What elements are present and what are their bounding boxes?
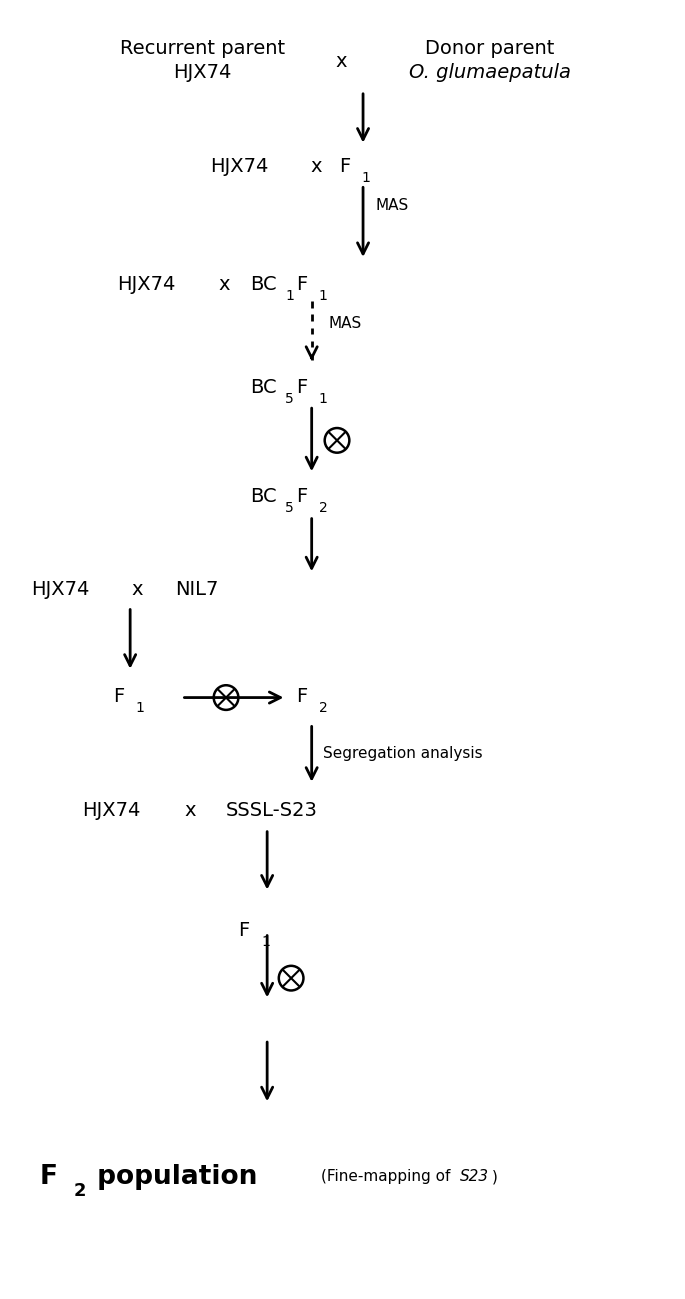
Text: (Fine-mapping of: (Fine-mapping of xyxy=(321,1169,455,1185)
Text: HJX74: HJX74 xyxy=(173,64,232,82)
Text: F: F xyxy=(296,275,307,294)
Text: O. glumaepatula: O. glumaepatula xyxy=(409,64,571,82)
Text: 1: 1 xyxy=(262,935,271,948)
Text: NIL7: NIL7 xyxy=(175,581,218,599)
Text: F: F xyxy=(238,921,249,939)
Text: x: x xyxy=(185,801,196,820)
Text: 2: 2 xyxy=(319,501,327,514)
Text: 5: 5 xyxy=(285,501,294,514)
Text: population: population xyxy=(88,1164,257,1190)
Text: F: F xyxy=(296,687,307,705)
Text: BC: BC xyxy=(250,487,277,505)
Text: Segregation analysis: Segregation analysis xyxy=(323,746,483,761)
Text: HJX74: HJX74 xyxy=(82,801,140,820)
Text: MAS: MAS xyxy=(375,197,409,213)
Text: 1: 1 xyxy=(319,290,327,303)
Text: HJX74: HJX74 xyxy=(210,157,269,175)
Text: F: F xyxy=(113,687,124,705)
Text: x: x xyxy=(311,157,322,175)
Text: BC: BC xyxy=(250,378,277,396)
Text: Donor parent: Donor parent xyxy=(425,39,554,57)
Text: MAS: MAS xyxy=(329,316,362,331)
Text: ): ) xyxy=(492,1169,498,1185)
Text: 1: 1 xyxy=(285,290,294,303)
Text: 5: 5 xyxy=(285,392,294,405)
Text: HJX74: HJX74 xyxy=(116,275,175,294)
Text: 1: 1 xyxy=(136,701,145,714)
Text: SSSL-S23: SSSL-S23 xyxy=(226,801,318,820)
Text: F: F xyxy=(296,487,307,505)
Text: x: x xyxy=(336,52,347,70)
Text: F: F xyxy=(339,157,350,175)
Text: 2: 2 xyxy=(319,701,327,714)
Text: F: F xyxy=(40,1164,58,1190)
Text: F: F xyxy=(296,378,307,396)
Text: x: x xyxy=(132,581,142,599)
Text: S23: S23 xyxy=(460,1169,490,1185)
Text: Recurrent parent: Recurrent parent xyxy=(119,39,285,57)
Text: 1: 1 xyxy=(319,392,327,405)
Text: HJX74: HJX74 xyxy=(31,581,90,599)
Text: BC: BC xyxy=(250,275,277,294)
Text: x: x xyxy=(219,275,229,294)
Text: 2: 2 xyxy=(74,1182,86,1200)
Text: 1: 1 xyxy=(362,171,371,184)
